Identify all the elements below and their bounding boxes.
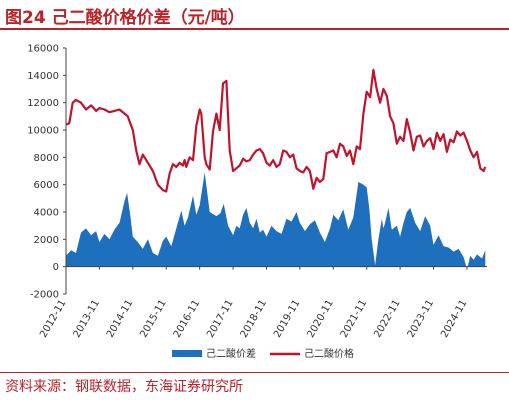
spread-area-series	[66, 172, 486, 270]
title-divider	[0, 28, 509, 30]
y-tick-label: 6000	[34, 180, 59, 191]
legend-swatch-spread	[172, 350, 202, 357]
plot-area	[65, 68, 487, 270]
y-tick-label: -2000	[30, 290, 59, 301]
price-spread-chart: 16000 14000 12000 10000 8000 6000 4000 2000 0 -20…	[27, 44, 487, 360]
y-tick-label: 16000	[27, 44, 59, 55]
x-tick-label: 2020-11	[305, 298, 335, 340]
x-tick-label: 2018-11	[239, 298, 269, 340]
source-divider	[0, 372, 509, 373]
legend-label-spread: 己二酸价差	[206, 347, 256, 360]
axes: 16000 14000 12000 10000 8000 6000 4000 2000 0 -20…	[27, 44, 487, 340]
x-tick-label: 2015-11	[138, 298, 168, 340]
y-tick-label: 14000	[27, 71, 59, 82]
source-note: 资料来源：钢联数据，东海证券研究所	[5, 379, 243, 395]
y-tick-label: 2000	[34, 235, 59, 246]
x-tick-label: 2016-11	[172, 298, 202, 340]
x-tick-label: 2024-11	[439, 298, 469, 340]
x-tick-label: 2017-11	[205, 298, 235, 340]
legend: 己二酸价差 己二酸价格	[172, 347, 354, 360]
chart-title: 图24 己二酸价格价差（元/吨）	[5, 8, 245, 28]
x-tick-label: 2014-11	[105, 298, 135, 340]
x-tick-label: 2019-11	[272, 298, 302, 340]
x-tick-label: 2012-11	[38, 298, 68, 340]
x-tick-label: 2021-11	[339, 298, 369, 340]
x-tick-label: 2022-11	[372, 298, 402, 340]
y-tick-label: 4000	[34, 208, 59, 219]
x-tick-label: 2023-11	[406, 298, 436, 340]
y-tick-label: 8000	[34, 153, 59, 164]
y-tick-label: 0	[53, 262, 59, 273]
price-line-series	[65, 68, 487, 193]
legend-label-price: 己二酸价格	[304, 347, 354, 360]
y-tick-label: 10000	[27, 126, 59, 137]
y-tick-label: 12000	[27, 98, 59, 109]
x-tick-label: 2013-11	[72, 298, 102, 340]
